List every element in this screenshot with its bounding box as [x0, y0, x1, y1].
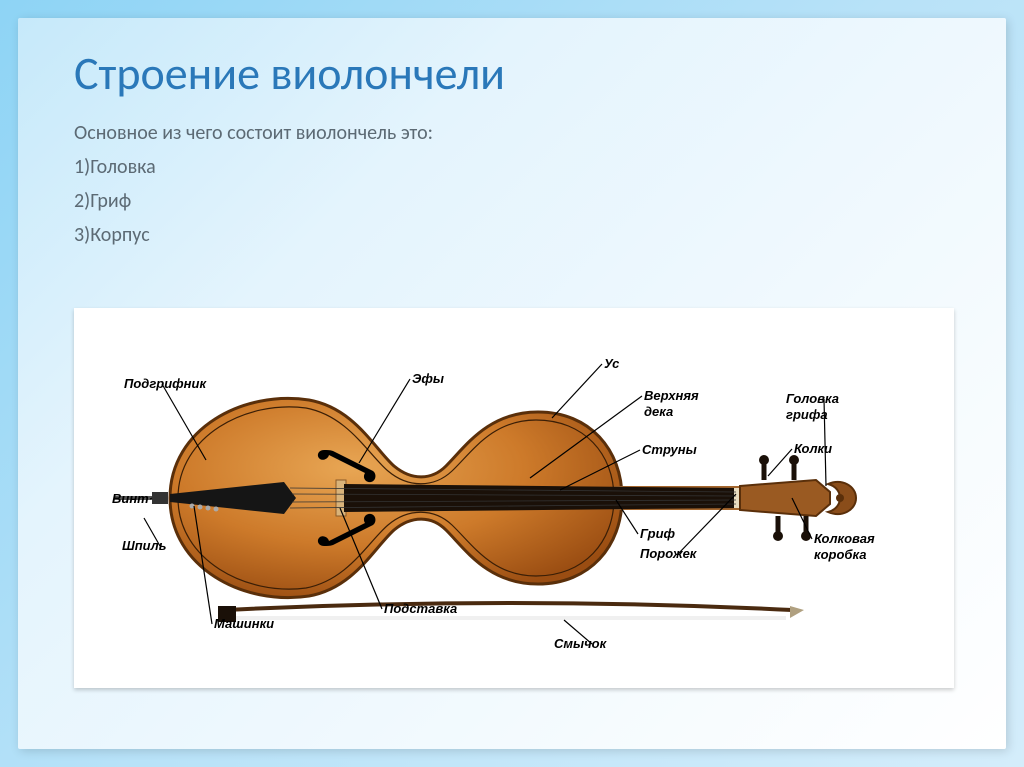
- label-kolkovaya: коробка: [814, 547, 866, 562]
- peg-head: [801, 531, 811, 541]
- cello-diagram: Подгрифник Винт Шпиль Машинки Эфы Подставка Ус…: [74, 308, 954, 688]
- label-verh_deka: Верхняя: [644, 388, 699, 403]
- cello-svg: Подгрифник Винт Шпиль Машинки Эфы Подставка Ус…: [74, 308, 954, 688]
- list-item-2: 2)Гриф: [74, 186, 950, 216]
- bow-stick: [224, 603, 792, 610]
- peg-head: [773, 531, 783, 541]
- label-us: Ус: [604, 356, 620, 371]
- peg-head: [759, 455, 769, 465]
- label-smychok: Смычок: [554, 636, 608, 651]
- label-vint: Винт: [112, 491, 149, 506]
- label-grif: Гриф: [640, 526, 676, 541]
- label-struny: Струны: [642, 442, 697, 457]
- label-verh_deka: дека: [644, 404, 673, 419]
- label-golovka: грифа: [786, 407, 828, 422]
- label-porozhek: Порожек: [640, 546, 698, 561]
- label-mashinki: Машинки: [214, 616, 274, 631]
- intro-text: Основное из чего состоит виолончель это:: [74, 118, 950, 148]
- label-line-us: [552, 364, 602, 418]
- fine-tuner: [198, 505, 203, 510]
- scroll-eye: [836, 494, 844, 502]
- slide-container: Строение виолончели Основное из чего сос…: [18, 18, 1006, 749]
- pegbox: [740, 480, 830, 516]
- slide-title: Строение виолончели: [74, 46, 950, 102]
- endpin-screw: [152, 492, 168, 504]
- bow-tip: [790, 606, 804, 618]
- label-kolki: Колки: [794, 441, 832, 456]
- label-efy: Эфы: [412, 371, 444, 386]
- list-item-3: 3)Корпус: [74, 220, 950, 250]
- label-golovka: Головка: [786, 391, 839, 406]
- label-shpil: Шпиль: [122, 538, 166, 553]
- list-item-1: 1)Головка: [74, 152, 950, 182]
- label-podgrifnik: Подгрифник: [124, 376, 207, 391]
- fingerboard: [344, 484, 738, 512]
- fine-tuner: [206, 506, 211, 511]
- label-kolkovaya: Колковая: [814, 531, 875, 546]
- label-line-efy: [359, 379, 410, 463]
- label-line-kolki: [768, 449, 792, 476]
- peg-head: [789, 455, 799, 465]
- label-podstavka: Подставка: [384, 601, 457, 616]
- fine-tuner: [214, 507, 219, 512]
